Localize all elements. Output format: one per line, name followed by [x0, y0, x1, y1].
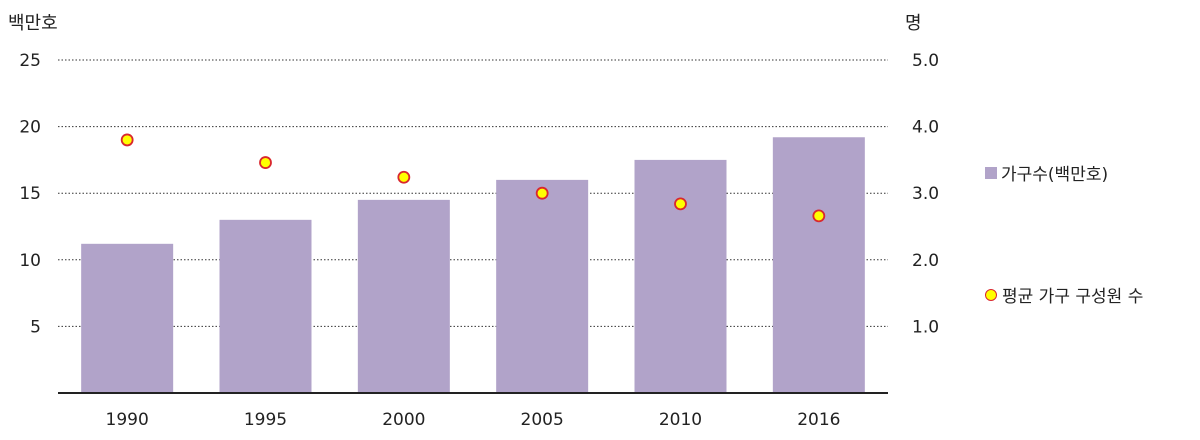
x-tick-label: 2005 [521, 410, 564, 430]
left-tick-label: 25 [19, 51, 41, 71]
legend-item-bars: 가구수(백만호) [985, 160, 1108, 185]
right-tick-label: 5.0 [912, 51, 939, 71]
point [674, 197, 687, 211]
legend-bar-label: 가구수(백만호) [1001, 165, 1109, 185]
x-tick-label: 1990 [106, 410, 149, 430]
right-tick-label: 3.0 [912, 184, 939, 204]
left-tick-label: 20 [19, 118, 41, 138]
left-axis-unit: 백만호 [8, 13, 58, 34]
points [120, 133, 826, 223]
point [397, 170, 411, 184]
legend-dot-label: 평균 가구 구성원 수 [1002, 287, 1144, 307]
point [812, 209, 826, 223]
legend-item-points: 평균 가구 구성원 수 [985, 282, 1143, 307]
x-axis-ticks: 1990 1995 2000 2005 2010 2016 [106, 410, 841, 430]
right-axis-unit: 명 [905, 13, 922, 34]
bar [357, 199, 450, 393]
legend-dot-swatch [985, 288, 997, 301]
x-tick-label: 1995 [244, 410, 287, 430]
bar [81, 243, 174, 393]
bars [81, 137, 865, 393]
left-axis-ticks: 5 10 15 20 25 [19, 51, 41, 337]
x-tick-label: 2010 [659, 410, 702, 430]
right-tick-label: 2.0 [912, 251, 939, 271]
right-axis-ticks: 1.0 2.0 3.0 4.0 5.0 [912, 51, 939, 337]
point [535, 186, 549, 200]
left-tick-label: 10 [19, 251, 41, 271]
bar [634, 159, 727, 393]
left-tick-label: 5 [30, 317, 41, 337]
right-tick-label: 4.0 [912, 118, 939, 138]
bar [772, 137, 865, 393]
point [120, 133, 134, 147]
legend-bar-swatch [985, 166, 997, 179]
left-tick-label: 15 [19, 184, 41, 204]
gridlines [58, 59, 888, 327]
x-tick-label: 2000 [382, 410, 425, 430]
bar [219, 219, 312, 393]
point [259, 156, 272, 169]
right-tick-label: 1.0 [912, 317, 939, 337]
x-tick-label: 2016 [797, 410, 840, 430]
bar [496, 179, 589, 393]
